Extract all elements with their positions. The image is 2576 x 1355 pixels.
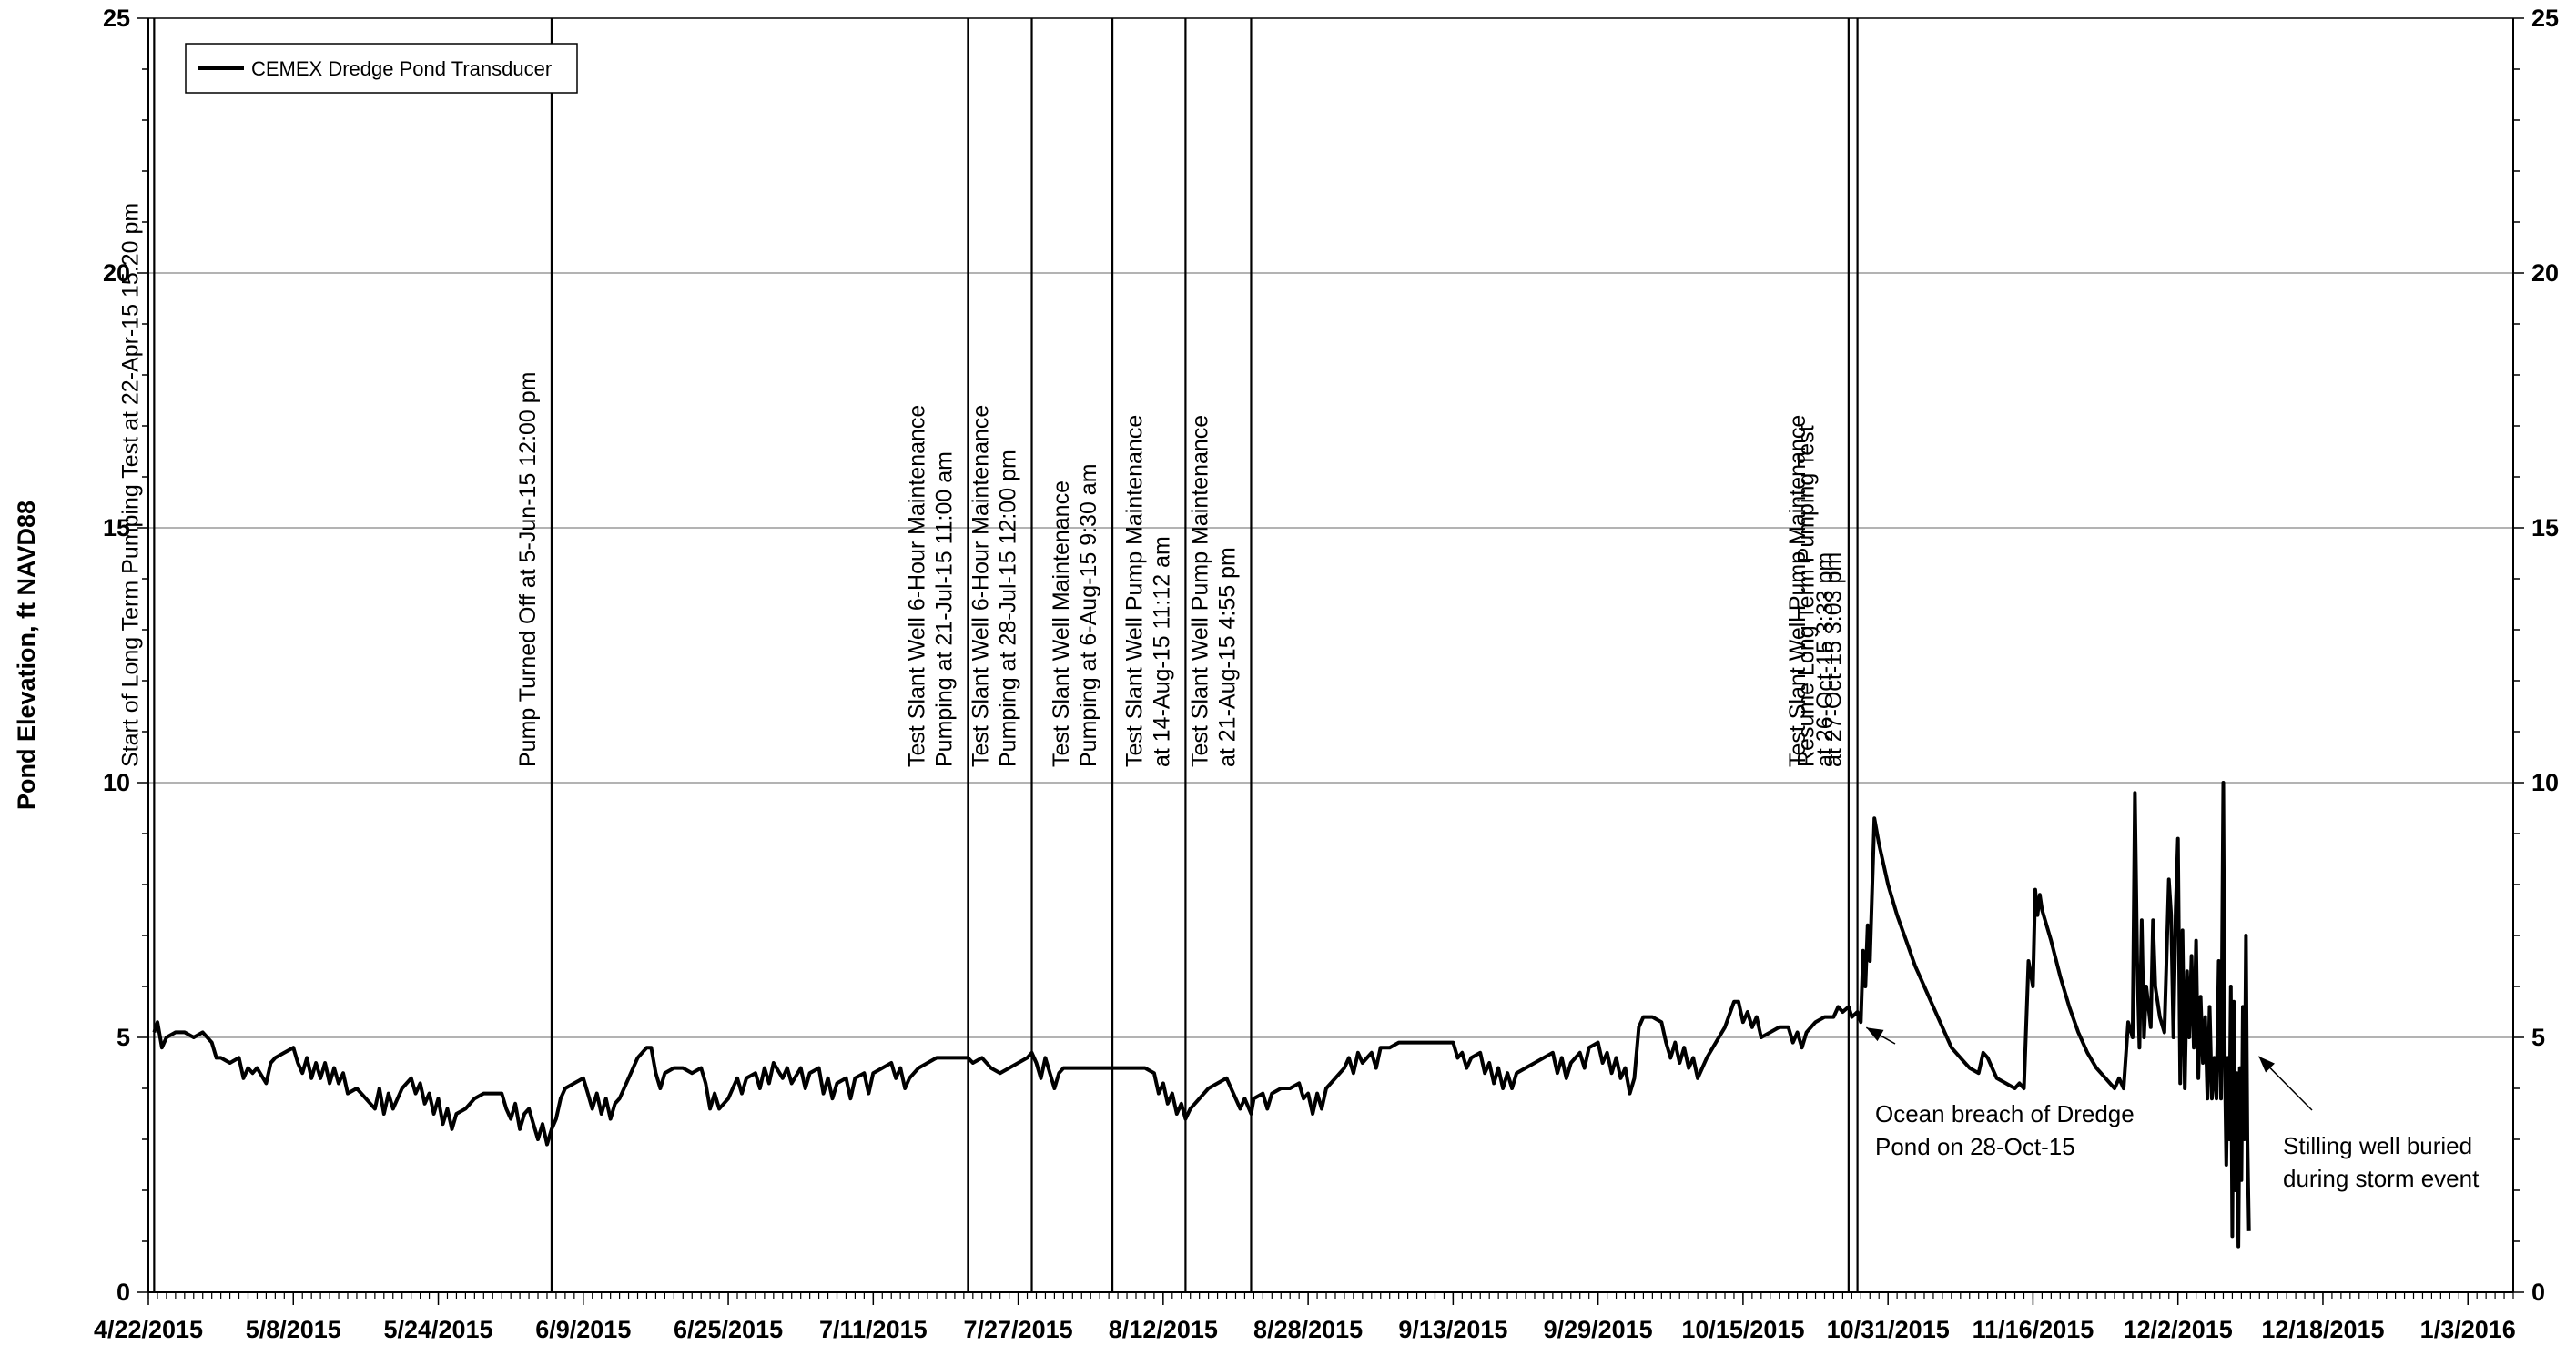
event-label: Pumping at 28-Jul-15 12:00 pm	[996, 450, 1021, 767]
event-label: Pumping at 6-Aug-15 9:30 am	[1076, 463, 1101, 767]
annotation-label: Pond on 28-Oct-15	[1875, 1133, 2075, 1160]
y-tick-label: 0	[117, 1279, 130, 1306]
y2-tick-label: 15	[2531, 514, 2559, 541]
y-tick-label: 5	[117, 1024, 130, 1051]
event-label: at 27-Oct-15 3:03 pm	[1821, 552, 1847, 767]
x-tick-label: 10/15/2015	[1681, 1316, 1804, 1343]
y2-tick-label: 10	[2531, 769, 2559, 796]
x-tick-label: 1/3/2016	[2420, 1316, 2516, 1343]
event-label: Test Slant Well Pump Maintenance	[1121, 415, 1147, 767]
y-tick-label: 10	[103, 769, 130, 796]
event-label: at 14-Aug-15 11:12 am	[1149, 536, 1174, 767]
event-label: Test Slant Well 6-Hour Maintenance	[904, 405, 929, 767]
x-tick-label: 6/9/2015	[535, 1316, 631, 1343]
event-label: Test Slant Well Maintenance	[1049, 480, 1074, 767]
annotation-label: during storm event	[2283, 1165, 2480, 1192]
y-axis-title: Pond Elevation, ft NAVD88	[13, 501, 40, 810]
x-tick-label: 9/29/2015	[1544, 1316, 1653, 1343]
y2-tick-label: 25	[2531, 5, 2559, 32]
x-tick-label: 4/22/2015	[94, 1316, 203, 1343]
event-label: Test Slant Well Pump Maintenance	[1187, 415, 1212, 767]
x-tick-label: 6/25/2015	[674, 1316, 783, 1343]
x-tick-label: 11/16/2015	[1973, 1316, 2094, 1343]
x-tick-label: 12/2/2015	[2124, 1316, 2233, 1343]
annotation-label: Stilling well buried	[2283, 1132, 2472, 1159]
y-tick-label: 25	[103, 5, 130, 32]
legend-box	[185, 43, 578, 94]
event-label: at 21-Aug-15 4:55 pm	[1214, 547, 1240, 767]
event-label: at 26-Oct-15 3:33 pm	[1812, 552, 1838, 767]
x-tick-label: 7/27/2015	[964, 1316, 1073, 1343]
x-tick-label: 5/24/2015	[383, 1316, 492, 1343]
event-label: Start of Long Term Pumping Test at 22-Ap…	[117, 203, 143, 767]
x-tick-label: 12/18/2015	[2261, 1316, 2384, 1343]
annotation-arrow-head	[1866, 1027, 1884, 1042]
annotation-label: Ocean breach of Dredge	[1875, 1100, 2135, 1127]
y2-tick-label: 0	[2531, 1279, 2545, 1306]
y-tick-label: 15	[103, 514, 130, 541]
event-label: Test Slant Well Pump Maintenance	[1785, 415, 1810, 767]
x-tick-label: 5/8/2015	[246, 1316, 341, 1343]
x-tick-label: 9/13/2015	[1398, 1316, 1507, 1343]
event-label: Resume Long Term Pumping Test	[1794, 425, 1820, 767]
x-tick-label: 10/31/2015	[1827, 1316, 1950, 1343]
x-tick-label: 8/28/2015	[1253, 1316, 1363, 1343]
y2-tick-label: 20	[2531, 259, 2559, 287]
series-line	[152, 781, 2251, 1249]
y2-tick-label: 5	[2531, 1024, 2545, 1051]
y-tick-label: 20	[103, 259, 130, 287]
x-tick-label: 8/12/2015	[1109, 1316, 1218, 1343]
x-tick-label: 7/11/2015	[819, 1316, 928, 1343]
event-label: Test Slant Well 6-Hour Maintenance	[969, 405, 994, 767]
event-label: Pumping at 21-Jul-15 11:00 am	[931, 451, 957, 767]
legend-label: CEMEX Dredge Pond Transducer	[251, 57, 552, 80]
annotation-arrow-head	[2258, 1056, 2275, 1073]
event-label: Pump Turned Off at 5-Jun-15 12:00 pm	[515, 371, 541, 767]
